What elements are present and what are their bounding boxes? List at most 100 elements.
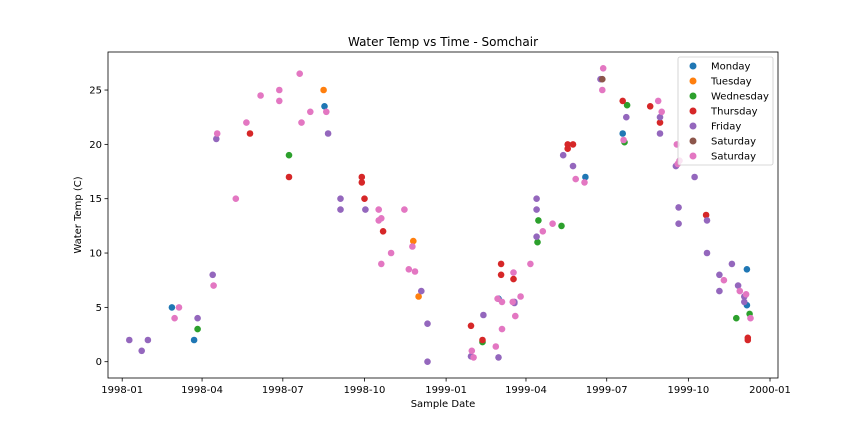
data-point — [564, 145, 571, 152]
data-point — [510, 269, 517, 276]
data-point — [320, 86, 327, 94]
data-point — [582, 173, 589, 181]
data-point — [285, 173, 293, 181]
data-point — [411, 268, 419, 275]
data-point — [728, 260, 736, 268]
chart-title: Water Temp vs Time - Somchair — [348, 35, 538, 49]
x-tick-label: 1999-10 — [667, 385, 709, 396]
legend-marker — [689, 122, 697, 130]
data-point — [209, 271, 216, 279]
data-point — [171, 314, 178, 322]
data-point — [468, 347, 476, 355]
data-point — [337, 195, 344, 202]
data-point — [126, 336, 133, 344]
data-point — [716, 287, 723, 295]
data-point — [599, 75, 606, 83]
x-tick-label: 1998-10 — [344, 385, 386, 396]
data-point — [276, 97, 283, 105]
data-point — [619, 130, 626, 137]
data-point — [285, 151, 293, 159]
data-point — [194, 314, 201, 322]
legend-label: Monday — [711, 62, 751, 73]
data-point — [276, 86, 283, 94]
data-point — [213, 135, 220, 143]
x-tick-label: 1999-07 — [586, 385, 628, 396]
data-point — [307, 108, 314, 116]
legend-label: Tuesday — [710, 77, 752, 88]
data-point — [569, 141, 577, 148]
series-friday-4 — [126, 75, 748, 366]
plot-area — [126, 65, 754, 366]
data-point — [138, 347, 145, 355]
data-point — [569, 162, 577, 170]
data-point — [467, 322, 475, 330]
data-point — [716, 271, 723, 279]
data-point — [539, 228, 547, 235]
data-point — [741, 298, 748, 306]
data-point — [527, 260, 534, 268]
data-point — [549, 220, 556, 227]
data-point — [379, 228, 387, 235]
y-tick-label: 5 — [96, 303, 102, 314]
data-point — [358, 173, 366, 181]
axes — [107, 51, 779, 379]
legend-label: Saturday — [711, 137, 756, 148]
data-point — [361, 195, 368, 202]
data-point — [703, 249, 711, 257]
data-point — [210, 282, 217, 289]
plot-frame — [107, 51, 779, 379]
y-tick-label: 25 — [89, 86, 102, 97]
data-point — [599, 65, 607, 72]
data-point — [415, 293, 422, 300]
legend-label: Wednesday — [711, 92, 769, 103]
data-point — [470, 354, 477, 361]
x-tick-label: 1998-04 — [181, 385, 223, 396]
data-point — [497, 260, 505, 268]
data-point — [509, 298, 516, 306]
data-point — [675, 204, 682, 211]
data-point — [654, 97, 662, 105]
data-point — [658, 108, 665, 116]
series-thursday-3 — [246, 97, 752, 344]
y-axis-label: Water Temp (C) — [73, 176, 84, 253]
data-point — [599, 86, 606, 94]
data-point — [401, 206, 408, 213]
data-point — [720, 276, 728, 284]
legend-label: Friday — [711, 122, 741, 133]
series-saturday-6 — [171, 65, 754, 361]
legend-label: Thursday — [710, 107, 758, 118]
data-point — [558, 222, 565, 230]
data-point — [702, 211, 710, 219]
data-point — [190, 336, 198, 344]
data-point — [703, 217, 711, 224]
data-point — [619, 97, 626, 105]
y-tick-label: 20 — [89, 140, 102, 151]
legend-label: Saturday — [711, 152, 756, 163]
data-point — [656, 130, 664, 137]
data-point — [479, 336, 486, 344]
data-point — [743, 266, 751, 273]
data-point — [533, 206, 540, 213]
x-tick-label: 1998-01 — [101, 385, 143, 396]
data-point — [498, 298, 506, 306]
legend-marker — [689, 107, 697, 115]
data-point — [424, 320, 431, 328]
data-point — [733, 314, 740, 322]
data-point — [175, 304, 183, 311]
legend-marker — [689, 152, 697, 160]
data-point — [535, 217, 542, 224]
data-point — [492, 343, 500, 350]
x-axis: 1998-01 1998-04 1998-07 1998-10 1999-01 1999-… — [101, 378, 791, 396]
x-axis-label: Sample Date — [411, 399, 476, 410]
data-point — [497, 271, 505, 279]
data-point — [257, 92, 264, 99]
data-point — [646, 103, 654, 110]
data-point — [387, 249, 395, 257]
data-point — [378, 260, 385, 268]
legend-marker — [689, 62, 697, 70]
data-point — [623, 113, 630, 121]
data-point — [194, 325, 201, 333]
data-point — [747, 314, 754, 322]
data-point — [337, 206, 344, 213]
